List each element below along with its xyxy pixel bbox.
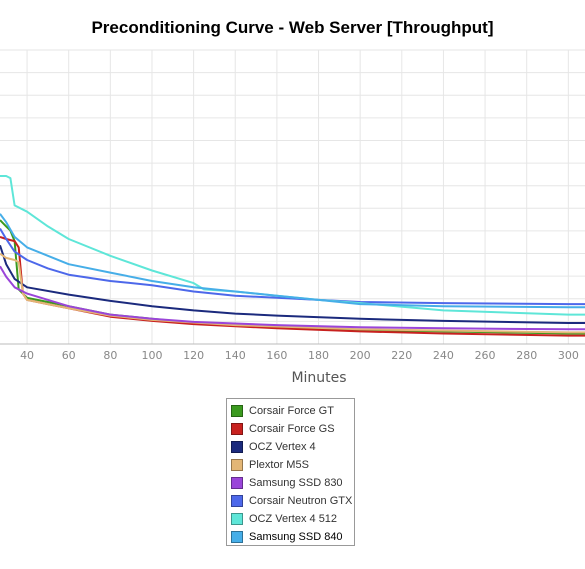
legend-swatch <box>231 405 243 417</box>
legend-label: Corsair Force GT <box>249 405 334 417</box>
x-tick-label: 220 <box>391 349 412 362</box>
legend-label: Plextor M5S <box>249 459 309 471</box>
x-tick-label: 60 <box>62 349 76 362</box>
series-line-ocz-vertex-4 <box>0 244 585 324</box>
series-line-ocz-vertex-4-512 <box>0 175 585 316</box>
legend: Corsair Force GT Corsair Force GS OCZ Vert… <box>226 398 355 546</box>
legend-item: Corsair Force GT <box>231 402 354 420</box>
series-line-samsung-ssd-830 <box>0 265 585 331</box>
legend-label: Samsung SSD 840 <box>249 531 343 543</box>
x-tick-label: 80 <box>103 349 117 362</box>
x-tick-label: 300 <box>558 349 579 362</box>
legend-swatch <box>231 495 243 507</box>
legend-label: Corsair Neutron GTX <box>249 495 353 507</box>
legend-swatch <box>231 477 243 489</box>
legend-item: Plextor M5S <box>231 456 354 474</box>
plot-area: 40 60 80 100 120 140 160 180 200 220 240 260 280 300 … <box>0 49 585 386</box>
x-axis-label: Minutes <box>291 370 346 386</box>
legend-item: Samsung SSD 830 <box>231 474 354 492</box>
series-line-corsair-neutron-gtx <box>0 227 585 306</box>
chart-title: Preconditioning Curve - Web Server [Thro… <box>91 18 494 37</box>
legend-label: OCZ Vertex 4 <box>249 441 316 453</box>
legend-item: Corsair Force GS <box>231 420 354 438</box>
legend-swatch <box>231 441 243 453</box>
series-line-samsung-ssd-840 <box>0 213 585 309</box>
legend-item: OCZ Vertex 4 512 <box>231 510 354 528</box>
legend-swatch <box>231 423 243 435</box>
legend-swatch <box>231 459 243 471</box>
legend-label: Corsair Force GS <box>249 423 335 435</box>
x-tick-label: 260 <box>475 349 496 362</box>
x-tick-label: 40 <box>20 349 34 362</box>
legend-label: OCZ Vertex 4 512 <box>249 513 338 525</box>
x-tick-label: 200 <box>350 349 371 362</box>
x-tick-label: 140 <box>225 349 246 362</box>
legend-label: Samsung SSD 830 <box>249 477 343 489</box>
legend-swatch <box>231 513 243 525</box>
x-tick-label: 120 <box>183 349 204 362</box>
legend-item: Samsung SSD 840 <box>231 528 354 546</box>
x-tick-label: 160 <box>266 349 287 362</box>
series-line-plextor-m5s <box>0 252 585 334</box>
legend-item: OCZ Vertex 4 <box>231 438 354 456</box>
legend-swatch <box>231 531 243 543</box>
x-tick-label: 180 <box>308 349 329 362</box>
x-tick-label: 100 <box>141 349 162 362</box>
x-tick-label: 280 <box>516 349 537 362</box>
x-tick-label: 240 <box>433 349 454 362</box>
legend-item: Corsair Neutron GTX <box>231 492 354 510</box>
series-line-corsair-force-gs <box>0 235 585 337</box>
